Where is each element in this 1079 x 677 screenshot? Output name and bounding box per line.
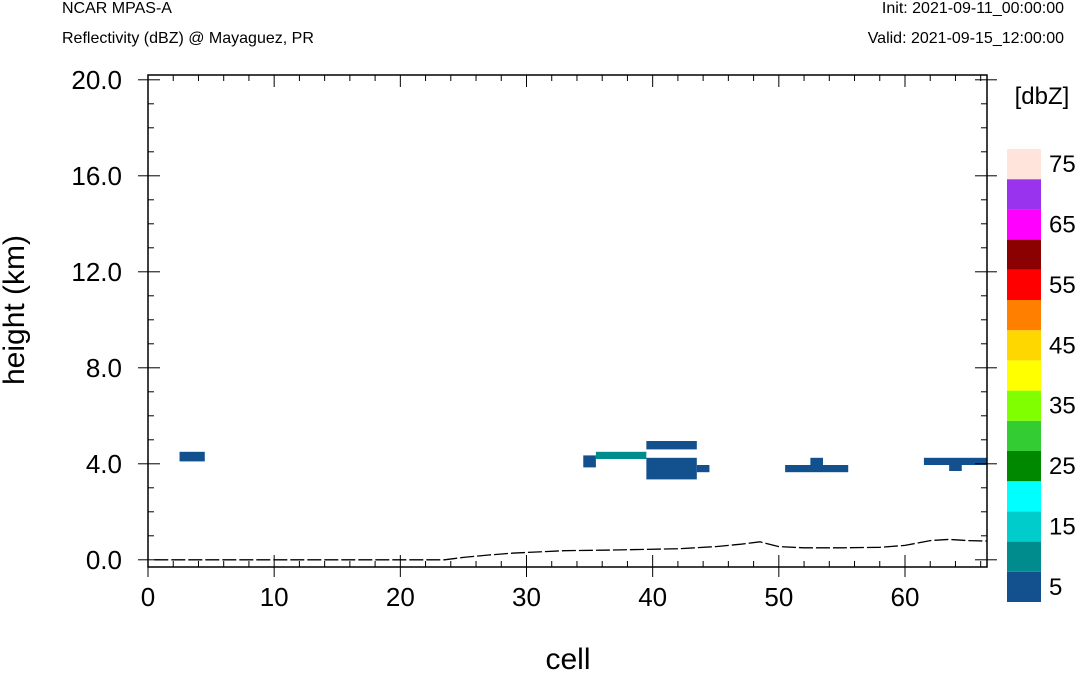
reflectivity-cell bbox=[785, 465, 849, 473]
reflectivity-cell bbox=[696, 465, 710, 473]
plot-frame bbox=[147, 74, 988, 568]
colorbar-swatch bbox=[1007, 269, 1041, 300]
x-tick-label: 0 bbox=[141, 582, 155, 612]
colorbar-label: 65 bbox=[1049, 212, 1076, 239]
terrain-height-line bbox=[154, 538, 988, 561]
chart-subtitle: Reflectivity (dBZ) @ Mayaguez, PR bbox=[62, 30, 314, 47]
x-axis-label: cell bbox=[545, 643, 590, 676]
x-tick-label: 40 bbox=[638, 582, 667, 612]
reflectivity-cell bbox=[595, 451, 647, 459]
colorbar-swatch bbox=[1007, 149, 1041, 180]
reflectivity-cell bbox=[646, 441, 697, 450]
colorbar-label: 35 bbox=[1049, 393, 1076, 420]
y-tick-label: 4.0 bbox=[86, 449, 122, 479]
colorbar-swatch bbox=[1007, 571, 1041, 602]
colorbar-labels: 5 15 25 35 45 55 65 75 bbox=[1049, 151, 1076, 601]
colorbar bbox=[1007, 149, 1041, 602]
colorbar-label: 45 bbox=[1049, 332, 1076, 359]
y-axis-label: height (km) bbox=[0, 235, 31, 385]
reflectivity-cell bbox=[179, 451, 205, 462]
x-tick-label: 50 bbox=[764, 582, 793, 612]
y-tick-label: 16.0 bbox=[71, 161, 122, 191]
reflectivity-cell bbox=[583, 455, 596, 468]
colorbar-swatch bbox=[1007, 209, 1041, 240]
y-tick-label: 12.0 bbox=[71, 257, 122, 287]
valid-time: Valid: 2021-09-15_12:00:00 bbox=[867, 30, 1064, 47]
colorbar-unit-label: [dbZ] bbox=[1015, 83, 1070, 110]
axis-ticks bbox=[138, 75, 997, 577]
colorbar-label: 5 bbox=[1049, 574, 1062, 601]
colorbar-swatch bbox=[1007, 179, 1041, 210]
colorbar-swatch bbox=[1007, 390, 1041, 421]
colorbar-swatch bbox=[1007, 300, 1041, 331]
init-time: Init: 2021-09-11_00:00:00 bbox=[881, 0, 1064, 17]
y-tick-label: 8.0 bbox=[86, 353, 122, 383]
colorbar-swatch bbox=[1007, 420, 1041, 451]
colorbar-label: 25 bbox=[1049, 453, 1076, 480]
reflectivity-cell bbox=[923, 457, 987, 465]
reflectivity-cell bbox=[949, 465, 962, 471]
colorbar-swatch bbox=[1007, 360, 1041, 391]
reflectivity-cell bbox=[810, 457, 823, 465]
chart-model-title: NCAR MPAS-A bbox=[62, 0, 172, 17]
colorbar-swatch bbox=[1007, 239, 1041, 270]
x-tick-labels: 0 10 20 30 40 50 60 bbox=[141, 582, 920, 612]
x-tick-label: 10 bbox=[260, 582, 289, 612]
y-tick-labels: 0.0 4.0 8.0 12.0 16.0 20.0 bbox=[71, 65, 122, 575]
colorbar-label: 75 bbox=[1049, 151, 1076, 178]
reflectivity-cells bbox=[179, 441, 987, 480]
colorbar-swatch bbox=[1007, 451, 1041, 482]
colorbar-swatch bbox=[1007, 330, 1041, 361]
x-tick-label: 20 bbox=[386, 582, 415, 612]
x-tick-label: 60 bbox=[891, 582, 920, 612]
reflectivity-cell bbox=[646, 457, 697, 480]
colorbar-swatch bbox=[1007, 511, 1041, 542]
x-tick-label: 30 bbox=[512, 582, 541, 612]
terrain-line bbox=[154, 538, 988, 561]
colorbar-label: 15 bbox=[1049, 514, 1076, 541]
colorbar-swatch bbox=[1007, 541, 1041, 572]
colorbar-label: 55 bbox=[1049, 272, 1076, 299]
y-tick-label: 20.0 bbox=[71, 65, 122, 95]
y-tick-label: 0.0 bbox=[86, 545, 122, 575]
colorbar-swatch bbox=[1007, 481, 1041, 512]
